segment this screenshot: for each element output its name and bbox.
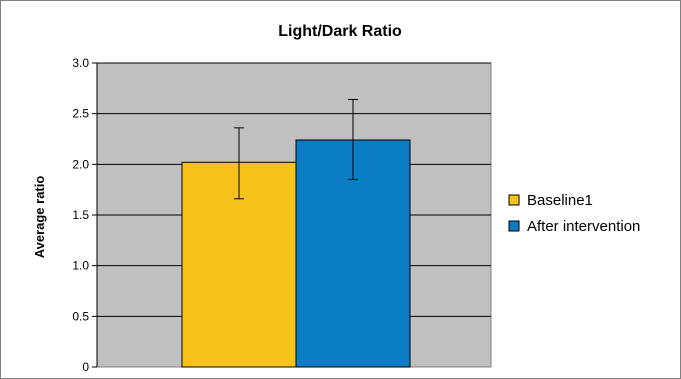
legend-item: After intervention [508,218,640,235]
legend-label: After intervention [527,218,640,235]
error-bar [234,127,244,200]
y-tick-label: 3.0 [72,56,89,70]
chart-title: Light/Dark Ratio [278,23,402,40]
bars [181,98,411,368]
y-tick-label: 1.0 [72,259,89,273]
legend-label: Baseline1 [527,192,593,209]
y-tick-label: 2.5 [72,107,89,121]
y-tick-label: 2.0 [72,157,89,171]
y-tick-label: 0 [82,360,89,374]
y-axis-label: Average ratio [32,176,47,259]
legend-swatch [508,220,520,232]
legend: Baseline1 After intervention [508,192,640,235]
error-bar [348,98,358,181]
y-tick-label: 0.5 [72,309,89,323]
y-tick-label: 1.5 [72,208,89,222]
y-axis: 0 0.5 1.0 1.5 2.0 2.5 3.0 [72,56,98,374]
legend-item: Baseline1 [508,192,593,209]
legend-swatch [508,194,520,206]
